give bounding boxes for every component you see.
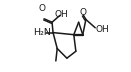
Text: O: O	[38, 4, 45, 13]
Text: O: O	[80, 8, 87, 17]
Text: OH: OH	[95, 25, 109, 34]
Text: OH: OH	[54, 10, 68, 19]
Text: H₂N: H₂N	[33, 28, 51, 37]
